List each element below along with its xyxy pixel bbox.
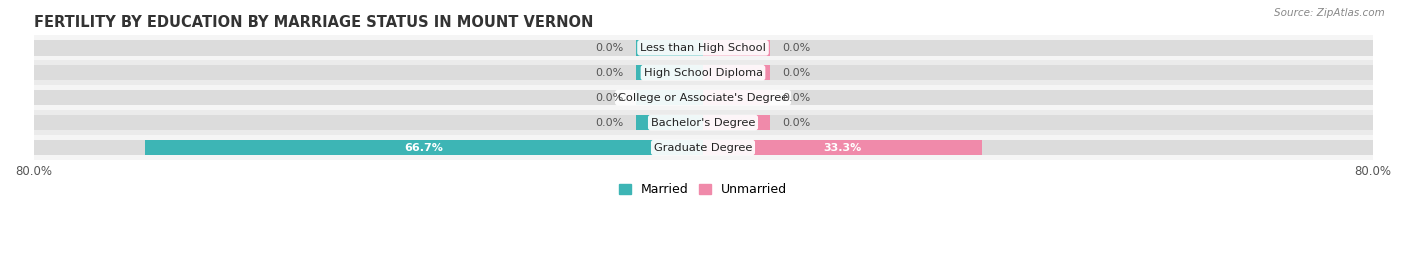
Bar [703, 115, 770, 130]
Text: 0.0%: 0.0% [783, 118, 811, 128]
Bar [34, 35, 1372, 60]
Text: 33.3%: 33.3% [824, 143, 862, 153]
Bar [703, 140, 981, 155]
Text: 0.0%: 0.0% [783, 43, 811, 53]
Bar [34, 135, 1372, 160]
Bar [636, 115, 703, 130]
Bar [34, 40, 703, 55]
Bar [145, 140, 703, 155]
Text: Bachelor's Degree: Bachelor's Degree [651, 118, 755, 128]
Text: FERTILITY BY EDUCATION BY MARRIAGE STATUS IN MOUNT VERNON: FERTILITY BY EDUCATION BY MARRIAGE STATU… [34, 15, 593, 30]
Text: Source: ZipAtlas.com: Source: ZipAtlas.com [1274, 8, 1385, 18]
Bar [636, 90, 703, 105]
Text: 0.0%: 0.0% [595, 43, 623, 53]
Text: Graduate Degree: Graduate Degree [654, 143, 752, 153]
Bar [703, 90, 1372, 105]
Legend: Married, Unmarried: Married, Unmarried [613, 178, 793, 201]
Bar [703, 65, 770, 80]
Bar [703, 115, 1372, 130]
Text: Less than High School: Less than High School [640, 43, 766, 53]
Text: College or Associate's Degree: College or Associate's Degree [617, 93, 789, 103]
Bar [34, 60, 1372, 85]
Text: 0.0%: 0.0% [595, 93, 623, 103]
Bar [34, 65, 703, 80]
Bar [703, 40, 770, 55]
Text: 0.0%: 0.0% [595, 68, 623, 78]
Bar [703, 140, 1372, 155]
Bar [34, 140, 703, 155]
Text: High School Diploma: High School Diploma [644, 68, 762, 78]
Bar [703, 40, 1372, 55]
Text: 0.0%: 0.0% [783, 93, 811, 103]
Text: 0.0%: 0.0% [595, 118, 623, 128]
Bar [636, 40, 703, 55]
Text: 66.7%: 66.7% [405, 143, 443, 153]
Text: 0.0%: 0.0% [783, 68, 811, 78]
Bar [703, 65, 1372, 80]
Bar [34, 110, 1372, 135]
Bar [34, 115, 703, 130]
Bar [34, 90, 703, 105]
Bar [34, 85, 1372, 110]
Bar [703, 90, 770, 105]
Bar [636, 65, 703, 80]
